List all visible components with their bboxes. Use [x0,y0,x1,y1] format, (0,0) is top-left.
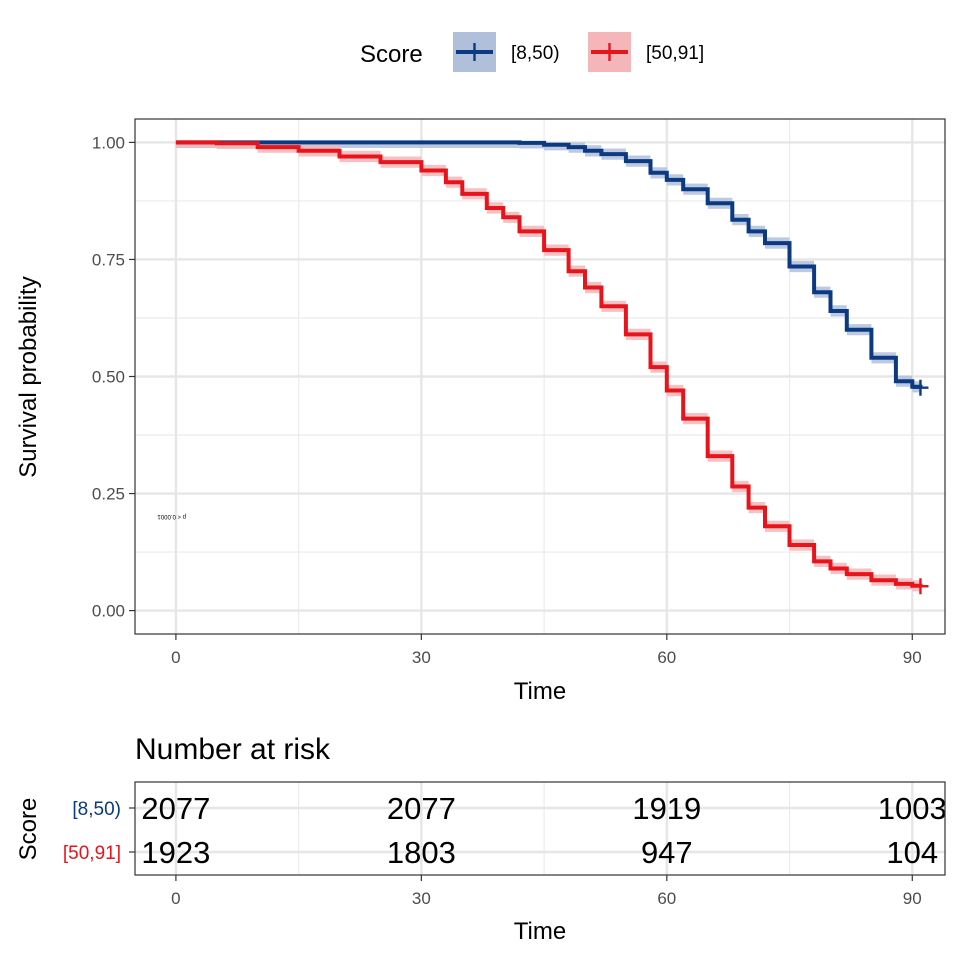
legend-item-0: [8,50) [453,32,560,72]
p-value-annotation: p < 0.0001 [157,513,186,519]
risk-x-tick-label: 30 [412,889,431,908]
y-tick-label: 0.75 [92,250,125,269]
risk-table-group-labels: [8,50) [50,91] [63,799,135,864]
y-axis-title: Survival probability [15,276,42,477]
legend-label: [8,50) [511,43,560,64]
censor-mark-0 [912,379,929,396]
survival-curves [175,140,923,588]
survival-curve-0 [175,140,923,389]
risk-table-border [134,781,946,876]
risk-table-x-axis: 0 30 60 90 [171,875,922,908]
legend-items: [8,50) [50,91] [453,32,704,72]
grid [135,119,945,634]
y-tick-label: 0.25 [92,485,125,504]
risk-count: 1923 [141,835,210,870]
risk-table-grid [135,782,945,875]
survival-curve-1 [175,140,923,588]
risk-count: 1919 [632,791,701,826]
x-tick-label: 60 [657,648,676,667]
legend-item-1: [50,91] [588,32,704,72]
risk-table-title: Number at risk [135,733,331,766]
censor-marks [912,379,929,595]
y-tick-label: 1.00 [92,133,125,152]
risk-x-tick-label: 60 [657,889,676,908]
legend: Score [8,50) [50,91] [360,32,704,72]
risk-table-x-axis-title: Time [514,918,566,945]
x-tick-label: 0 [171,648,180,667]
risk-group-label: [50,91] [63,843,121,864]
x-tick-label: 90 [903,648,922,667]
x-axis-title: Time [514,678,566,705]
y-tick-label: 0.50 [92,368,125,387]
risk-table: Number at risk 2077 2077 1919 1003 1923 1803 9… [15,733,947,945]
y-tick-label: 0.00 [92,602,125,621]
censor-mark-1 [912,578,929,595]
x-axis: 0 30 60 90 [171,634,922,667]
risk-count: 2077 [387,791,456,826]
risk-table-background [135,782,945,875]
survival-plot: 0.000.250.500.751.00 0 30 60 90 p < 0.0001 … [15,118,946,705]
risk-table-values: 2077 2077 1919 1003 1923 1803 947 104 [141,791,946,870]
risk-x-tick-label: 90 [903,889,922,908]
risk-count: 1003 [878,791,947,826]
risk-group-label: [8,50) [72,799,121,820]
legend-title: Score [360,41,423,68]
x-tick-label: 30 [412,648,431,667]
risk-count: 947 [641,835,693,870]
legend-label: [50,91] [646,43,704,64]
risk-x-tick-label: 0 [171,889,180,908]
risk-count: 104 [886,835,938,870]
y-axis: 0.00 0.25 0.50 0.75 1.00 [92,133,135,621]
risk-table-y-axis-title: Score [15,798,42,861]
risk-count: 2077 [141,791,210,826]
risk-count: 1803 [387,835,456,870]
